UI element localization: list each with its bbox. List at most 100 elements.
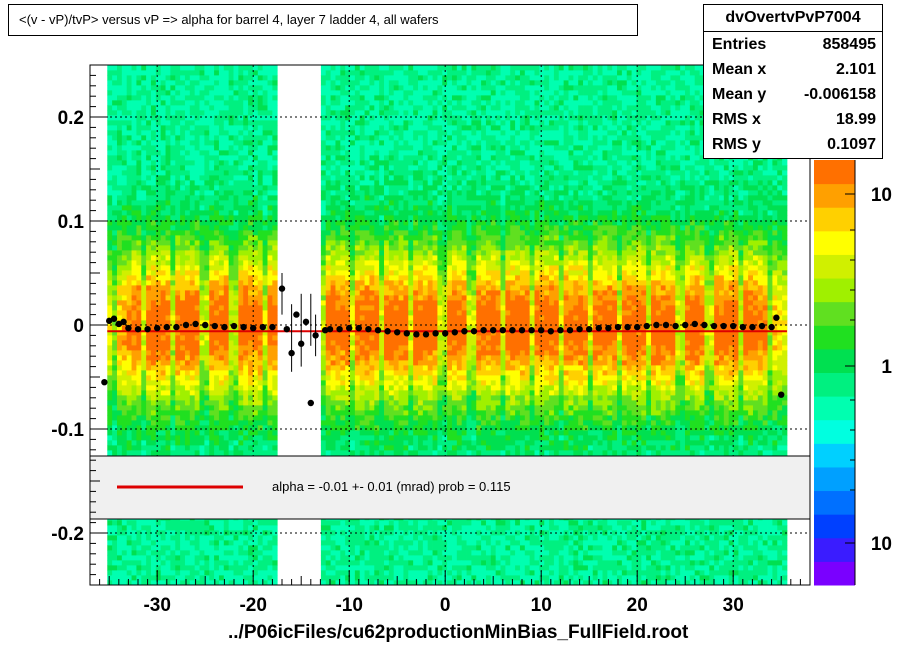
heatmap-cell [184, 340, 191, 346]
heatmap-cell [131, 75, 137, 81]
heatmap-cell [146, 450, 152, 456]
heatmap-cell [233, 570, 239, 576]
heatmap-cell [238, 300, 244, 306]
heatmap-cell [112, 215, 118, 221]
heatmap-cell [107, 295, 113, 301]
heatmap-cell [131, 235, 137, 241]
heatmap-cell [335, 200, 341, 206]
heatmap-cell [189, 555, 196, 561]
heatmap-cell [262, 175, 268, 181]
heatmap-cell [359, 535, 365, 541]
heatmap-cell [379, 390, 385, 396]
heatmap-cell [155, 75, 162, 81]
heatmap-cell [112, 545, 118, 551]
heatmap-cell [180, 105, 186, 111]
heatmap-cell [374, 565, 380, 571]
heatmap-cell [238, 110, 244, 116]
heatmap-cell [233, 335, 239, 341]
heatmap-cell [238, 85, 244, 91]
heatmap-cell [359, 235, 365, 241]
heatmap-cell [272, 415, 278, 421]
heatmap-cell [243, 165, 249, 171]
heatmap-cell [350, 415, 356, 421]
heatmap-cell [209, 410, 215, 416]
heatmap-cell [359, 115, 365, 121]
heatmap-cell [131, 190, 137, 196]
heatmap-cell [194, 575, 200, 581]
heatmap-cell [121, 560, 128, 566]
heatmap-cell [189, 270, 196, 276]
heatmap-cell [379, 75, 385, 81]
heatmap-cell [150, 580, 157, 586]
heatmap-cell [184, 370, 191, 376]
heatmap-cell [340, 135, 346, 141]
heatmap-cell [121, 520, 128, 526]
heatmap-cell [121, 360, 128, 366]
heatmap-cell [218, 425, 225, 431]
heatmap-cell [107, 415, 113, 421]
heatmap-cell [369, 290, 375, 296]
heatmap-cell [194, 270, 200, 276]
heatmap-cell [369, 260, 375, 266]
heatmap-cell [121, 370, 128, 376]
heatmap-cell [243, 305, 249, 311]
heatmap-cell [248, 90, 254, 96]
heatmap-cell [184, 535, 191, 541]
heatmap-cell [330, 140, 336, 146]
heatmap-cell [248, 405, 254, 411]
heatmap-cell [272, 405, 278, 411]
heatmap-cell [359, 150, 365, 156]
heatmap-cell [364, 345, 370, 351]
heatmap-cell [350, 335, 356, 341]
heatmap-cell [209, 65, 215, 71]
heatmap-cell [233, 440, 239, 446]
heatmap-cell [252, 100, 259, 106]
heatmap-cell [204, 230, 210, 236]
heatmap-cell [121, 155, 128, 161]
heatmap-cell [262, 295, 268, 301]
heatmap-cell [267, 345, 273, 351]
heatmap-cell [146, 575, 152, 581]
heatmap-cell [272, 135, 278, 141]
heatmap-cell [223, 550, 230, 556]
heatmap-cell [209, 235, 215, 241]
heatmap-cell [354, 280, 361, 286]
heatmap-cell [248, 140, 254, 146]
heatmap-cell [345, 165, 351, 171]
heatmap-cell [180, 335, 186, 341]
heatmap-cell [354, 570, 361, 576]
heatmap-cell [252, 125, 259, 131]
heatmap-cell [175, 555, 181, 561]
heatmap-cell [262, 170, 268, 176]
heatmap-cell [146, 410, 152, 416]
heatmap-cell [131, 385, 137, 391]
heatmap-cell [364, 425, 370, 431]
heatmap-cell [320, 90, 327, 96]
heatmap-cell [209, 245, 215, 251]
heatmap-cell [252, 550, 259, 556]
heatmap-cell [141, 200, 147, 206]
heatmap-cell [107, 160, 113, 166]
heatmap-cell [146, 205, 152, 211]
heatmap-cell [340, 430, 346, 436]
heatmap-cell [184, 545, 191, 551]
heatmap-cell [252, 390, 259, 396]
heatmap-cell [165, 415, 171, 421]
heatmap-cell [243, 100, 249, 106]
heatmap-cell [150, 345, 157, 351]
heatmap-cell [345, 255, 351, 261]
heatmap-cell [165, 430, 171, 436]
heatmap-cell [155, 310, 162, 316]
heatmap-cell [233, 225, 239, 231]
heatmap-cell [170, 170, 176, 176]
heatmap-cell [194, 265, 200, 271]
heatmap-cell [359, 420, 365, 426]
heatmap-cell [325, 305, 331, 311]
heatmap-cell [218, 120, 225, 126]
heatmap-cell [141, 80, 147, 86]
heatmap-cell [180, 530, 186, 536]
heatmap-cell [369, 135, 375, 141]
heatmap-cell [243, 565, 249, 571]
heatmap-cell [223, 335, 230, 341]
heatmap-cell [369, 155, 375, 161]
